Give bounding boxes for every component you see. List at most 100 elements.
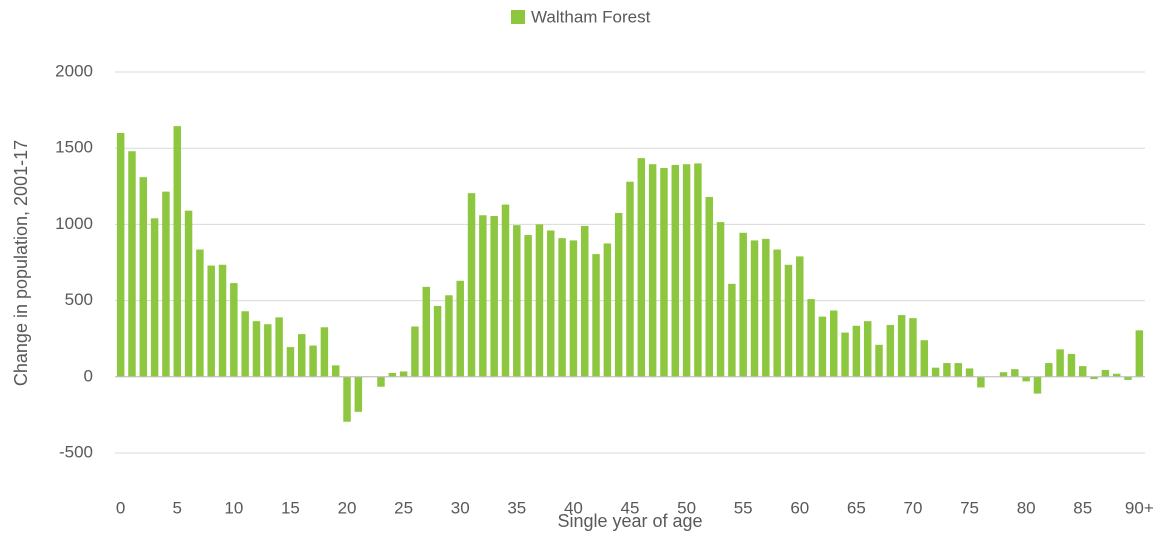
bar [547, 230, 555, 377]
x-tick-label: 25 [394, 498, 413, 517]
y-tick-label: 1500 [55, 138, 93, 157]
bar [852, 325, 861, 377]
bar [1022, 376, 1030, 382]
bar [682, 164, 691, 377]
bar [954, 363, 962, 377]
x-axis-title: Single year of age [557, 511, 702, 531]
y-axis-title: Change in population, 2001-17 [11, 140, 31, 386]
bar [501, 204, 510, 377]
x-tick-label: 70 [904, 498, 923, 517]
bar [456, 280, 464, 377]
bar [841, 332, 849, 377]
x-tick-label: 85 [1073, 498, 1092, 517]
bar [818, 316, 827, 377]
bar [1090, 376, 1098, 380]
bar [1112, 373, 1121, 377]
bar [580, 225, 589, 377]
bar [150, 218, 159, 377]
bar [433, 305, 442, 377]
bar [286, 347, 295, 377]
x-tick-label: 5 [173, 498, 182, 517]
x-tick-label: 30 [451, 498, 470, 517]
bar [309, 345, 317, 377]
bar [931, 367, 940, 377]
bar [762, 238, 770, 377]
x-tick-label: 0 [116, 498, 125, 517]
bar [1067, 353, 1076, 377]
x-tick-label: 80 [1017, 498, 1036, 517]
bar [535, 224, 544, 377]
bar [558, 238, 566, 377]
bar [1101, 369, 1110, 377]
y-tick-label: 1000 [55, 214, 93, 233]
bar [694, 163, 702, 377]
bar [388, 372, 397, 377]
bar [377, 376, 385, 387]
bar [773, 249, 781, 377]
bar [479, 215, 487, 377]
bar [750, 240, 759, 377]
bar [490, 216, 498, 377]
bar [977, 376, 985, 388]
x-tick-label: 15 [281, 498, 300, 517]
x-tick-label: 90+ [1125, 498, 1154, 517]
bar [298, 334, 306, 377]
bar [331, 365, 340, 377]
bar [943, 363, 951, 377]
x-tick-label: 20 [338, 498, 357, 517]
bar [830, 310, 838, 377]
bar [648, 164, 657, 377]
x-tick-label: 55 [734, 498, 753, 517]
bar [1011, 369, 1019, 377]
bar [196, 249, 204, 377]
x-tick-label: 35 [507, 498, 526, 517]
bar [320, 327, 329, 377]
y-tick-label: 500 [65, 290, 93, 309]
bar [614, 212, 623, 377]
x-tick-label: 60 [790, 498, 809, 517]
bar [637, 158, 646, 377]
bar [422, 286, 430, 377]
bar [513, 225, 521, 377]
x-tick-label: 45 [621, 498, 640, 517]
bar [965, 368, 974, 377]
bar [909, 318, 917, 377]
bar [128, 151, 136, 377]
bar [116, 132, 125, 377]
bar [875, 344, 883, 377]
bar [705, 196, 713, 377]
bar [1045, 363, 1053, 377]
legend-label: Waltham Forest [531, 7, 651, 26]
bar [807, 299, 815, 377]
bar [569, 240, 578, 377]
bar [207, 265, 215, 377]
bar [1079, 366, 1087, 377]
bar [784, 264, 793, 377]
bar [886, 324, 895, 377]
legend-swatch [511, 10, 525, 24]
bar [626, 181, 634, 377]
bar [354, 376, 363, 412]
bar [524, 235, 532, 377]
bar [592, 254, 600, 377]
bar [184, 210, 193, 377]
bar [739, 232, 747, 377]
bar [671, 164, 680, 377]
bar [716, 222, 725, 377]
bar [230, 283, 238, 377]
bar [603, 243, 612, 377]
bar [252, 321, 261, 377]
bar [139, 177, 148, 377]
bar [173, 126, 181, 377]
bar [1124, 376, 1132, 380]
bar [1033, 376, 1042, 394]
bar [343, 376, 351, 422]
bar [241, 311, 249, 377]
y-tick-label: -500 [59, 442, 93, 461]
x-tick-label: 40 [564, 498, 583, 517]
bar [275, 317, 283, 377]
y-tick-label: 2000 [55, 61, 93, 80]
x-tick-label: 75 [960, 498, 979, 517]
x-tick-label: 50 [677, 498, 696, 517]
